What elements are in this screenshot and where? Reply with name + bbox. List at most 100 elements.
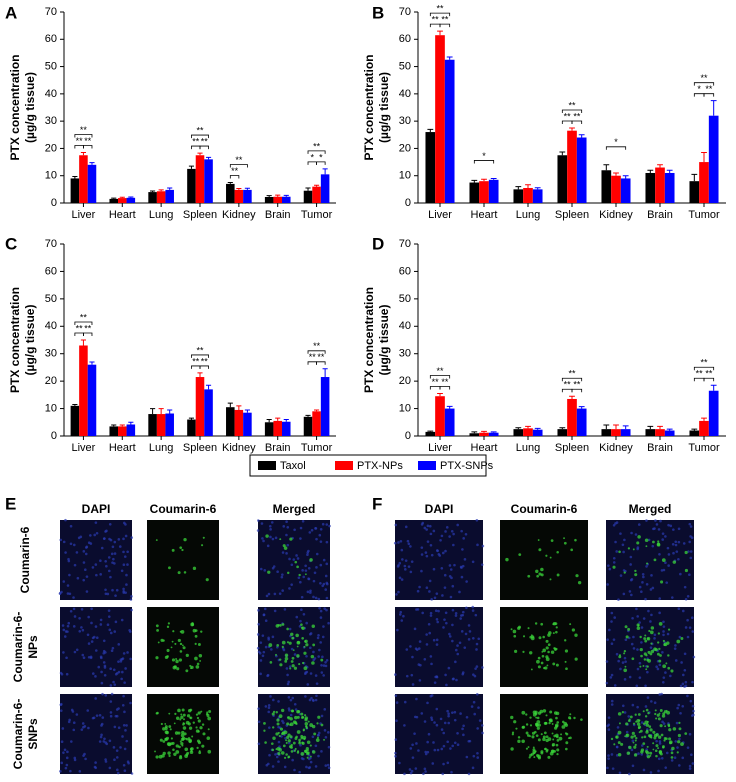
nucleus [288,627,292,631]
nucleus [467,624,471,627]
legend: Taxol PTX-NPs PTX-SNPs [249,454,494,477]
nucleus [394,754,397,758]
fluorescence [309,558,313,562]
nucleus [69,609,73,613]
nucleus [465,606,468,610]
fluorescence [189,747,193,751]
nucleus [460,529,463,533]
fluorescence [660,733,664,737]
nucleus [327,731,330,734]
nucleus [101,716,105,719]
nucleus [107,569,111,573]
nucleus [451,744,455,748]
nucleus [293,528,296,532]
bar [601,170,612,203]
fluorescence [208,710,212,714]
nucleus [87,541,91,544]
fluorescence [684,550,688,555]
nucleus [314,765,318,768]
nucleus [311,698,315,702]
nucleus [448,632,451,636]
nucleus [659,519,662,523]
nucleus [285,552,288,555]
nucleus [282,525,286,528]
fluorescence [531,635,535,639]
significance-bracket [74,321,93,325]
nucleus [690,616,694,620]
nucleus [99,655,103,659]
nucleus [399,610,403,614]
fluorescence [188,726,193,730]
fluorescence [295,633,299,638]
panel-label: F [372,494,382,513]
significance-label: ** [231,166,239,176]
nucleus [257,742,261,746]
fluorescence [183,718,186,721]
nucleus [61,727,65,730]
fluorescence [546,664,549,667]
bar [576,408,587,436]
nucleus [472,637,475,640]
x-tick-label: Spleen [183,442,217,454]
nucleus [100,733,103,737]
nucleus [281,589,284,592]
y-tick-label: 60 [399,265,411,277]
nucleus [428,631,432,635]
error-bar [197,152,203,156]
nucleus [87,726,90,730]
panel-label: D [372,234,384,253]
bar [273,196,282,203]
nucleus [460,630,464,633]
fluorescence [199,726,203,730]
error-bar [227,402,233,408]
nucleus [393,541,397,545]
nucleus [319,563,323,567]
nucleus [94,697,97,700]
nucleus [662,568,666,572]
nucleus [418,679,422,682]
y-axis-label: (µg/g tissue) [23,72,37,143]
fluorescence [628,745,632,750]
nucleus [688,626,692,629]
nucleus [672,551,675,555]
x-tick-label: Lung [516,442,540,454]
significance-label: ** [573,111,581,121]
nucleus [453,563,456,567]
nucleus [102,661,106,664]
fluorescence [625,635,629,639]
nucleus [126,563,129,566]
bar [320,377,330,436]
nucleus [82,725,85,729]
fluorescence [307,720,310,723]
error-bar [150,190,156,193]
nucleus [272,565,276,568]
nucleus [102,639,106,643]
nucleus [621,661,625,664]
fluorescence [657,747,660,750]
fluorescence [181,744,184,747]
nucleus [481,666,484,669]
nucleus [652,527,655,531]
nucleus [451,584,455,588]
nucleus [113,758,116,762]
fluorescence [194,642,197,645]
nucleus [424,752,428,756]
nucleus [436,748,440,752]
fluorescence [658,647,661,651]
fluorescence [561,720,565,724]
nucleus [129,701,132,705]
nucleus [309,589,312,593]
micrograph [256,519,331,601]
significance-bracket [83,145,93,149]
nucleus [80,607,84,611]
nucleus [661,720,664,724]
fluorescence [541,651,544,653]
nucleus [627,715,631,718]
nucleus [67,621,71,625]
fluorescence [531,731,536,735]
fluorescence [289,717,293,721]
nucleus [454,612,458,615]
nucleus [403,564,407,568]
fluorescence [178,745,181,749]
nucleus [277,725,280,729]
